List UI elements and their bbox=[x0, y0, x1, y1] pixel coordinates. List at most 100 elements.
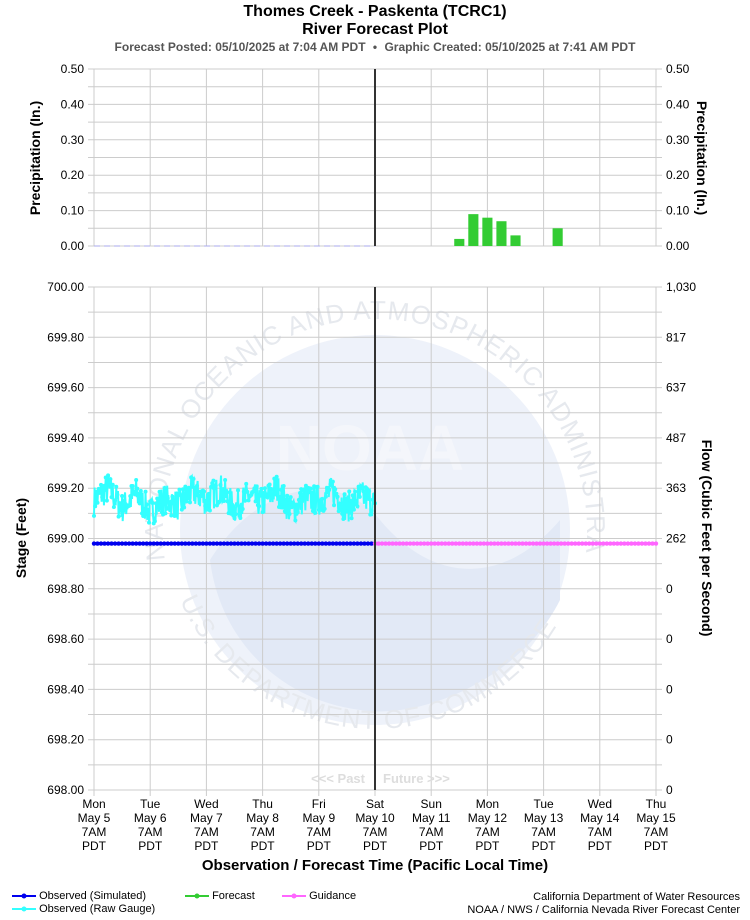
stage-left-tick-label: 699.60 bbox=[47, 381, 84, 395]
observed-raw-point bbox=[227, 490, 232, 495]
precip-left-tick-label: 0.50 bbox=[61, 62, 85, 76]
observed-raw-point bbox=[117, 501, 122, 506]
x-tick-day: Tue bbox=[533, 797, 554, 811]
observed-raw-point bbox=[178, 493, 183, 498]
guidance-point bbox=[474, 541, 480, 546]
observed-simulated-point bbox=[112, 541, 118, 546]
observed-raw-point bbox=[157, 489, 162, 494]
observed-simulated-point bbox=[105, 541, 111, 546]
x-tick-time: 7AM bbox=[587, 825, 612, 839]
observed-raw-point bbox=[309, 490, 314, 495]
chart-marks bbox=[91, 69, 659, 790]
graphic-created: Graphic Created: 05/10/2025 at 7:41 AM P… bbox=[384, 40, 636, 54]
guidance-point bbox=[551, 541, 557, 546]
noaa-watermark: NOAANATIONAL OCEANIC AND ATMOSPHERIC ADM… bbox=[0, 0, 610, 735]
legend-forecast-icon bbox=[185, 893, 209, 899]
observed-raw-point bbox=[368, 512, 373, 517]
guidance-point bbox=[530, 541, 536, 546]
x-tick-date: May 9 bbox=[302, 811, 335, 825]
x-tick-date: May 11 bbox=[412, 811, 451, 825]
x-tick-tz: PDT bbox=[82, 839, 107, 853]
observed-simulated-point bbox=[197, 541, 202, 546]
observed-raw-point bbox=[120, 493, 125, 498]
observed-raw-point bbox=[142, 513, 147, 518]
observed-simulated-point bbox=[281, 541, 286, 546]
observed-raw-point bbox=[94, 489, 99, 494]
observed-raw-point bbox=[341, 516, 346, 521]
guidance-point bbox=[386, 541, 392, 546]
observed-raw-point bbox=[97, 487, 102, 492]
observed-simulated-point bbox=[302, 541, 307, 546]
observed-simulated-point bbox=[102, 541, 107, 546]
observed-raw-point bbox=[109, 495, 114, 500]
legend-observed-simulated-icon bbox=[12, 893, 36, 899]
observed-simulated-point bbox=[334, 541, 339, 546]
observed-simulated-point bbox=[249, 541, 255, 546]
guidance-point bbox=[653, 541, 659, 546]
observed-simulated-point bbox=[193, 541, 199, 546]
stage-left-tick-label: 698.20 bbox=[47, 733, 84, 747]
legend-observed-simulated: Observed (Simulated) bbox=[39, 890, 147, 902]
observed-simulated-point bbox=[200, 541, 206, 546]
observed-raw-point bbox=[238, 516, 243, 521]
observed-simulated-point bbox=[221, 541, 227, 546]
observed-raw-point bbox=[137, 501, 142, 506]
observed-raw-point bbox=[107, 483, 112, 488]
observed-simulated-point bbox=[158, 541, 163, 546]
observed-raw-point bbox=[347, 489, 352, 494]
guidance-point bbox=[590, 541, 595, 546]
observed-raw-point bbox=[135, 486, 140, 491]
observed-raw-point bbox=[225, 499, 230, 504]
observed-raw-point bbox=[138, 489, 143, 494]
guidance-point bbox=[587, 541, 592, 546]
observed-simulated-point bbox=[313, 541, 318, 546]
observed-raw-point bbox=[253, 499, 258, 504]
observed-raw-point bbox=[315, 484, 320, 489]
observed-simulated-point bbox=[369, 541, 374, 546]
observed-raw-point bbox=[143, 489, 148, 494]
observed-simulated-point bbox=[95, 541, 100, 546]
observed-simulated-point bbox=[270, 541, 276, 546]
guidance-point bbox=[390, 541, 395, 546]
observed-raw-point bbox=[144, 502, 149, 507]
x-tick-day: Sun bbox=[421, 797, 442, 811]
x-tick-time: 7AM bbox=[306, 825, 331, 839]
guidance-point bbox=[460, 541, 466, 546]
observed-raw-point bbox=[337, 501, 342, 506]
guidance-point bbox=[516, 541, 522, 546]
guidance-point bbox=[650, 541, 655, 546]
observed-raw-point bbox=[114, 484, 119, 489]
x-tick-tz: PDT bbox=[363, 839, 388, 853]
observed-raw-point bbox=[170, 494, 175, 499]
observed-raw-point bbox=[330, 479, 335, 484]
credit-dwr: California Department of Water Resources bbox=[533, 891, 740, 903]
observed-raw-point bbox=[113, 498, 118, 503]
precip-forecast-bar bbox=[496, 221, 507, 246]
observed-raw-point bbox=[209, 484, 214, 489]
observed-simulated-point bbox=[211, 541, 216, 546]
observed-raw-point bbox=[300, 492, 305, 497]
guidance-point bbox=[393, 541, 399, 546]
observed-raw-point bbox=[184, 499, 189, 504]
stage-left-tick-label: 699.00 bbox=[47, 532, 84, 546]
observed-simulated-point bbox=[225, 541, 230, 546]
precip-right-tick-label: 0.10 bbox=[666, 204, 690, 218]
precip-left-tick-label: 0.30 bbox=[61, 133, 85, 147]
x-tick-time: 7AM bbox=[531, 825, 556, 839]
observed-simulated-point bbox=[186, 541, 192, 546]
observed-simulated-point bbox=[330, 541, 336, 546]
stage-right-tick-label: 363 bbox=[666, 481, 686, 495]
guidance-point bbox=[565, 541, 571, 546]
observed-simulated-point bbox=[119, 541, 125, 546]
observed-raw-point bbox=[150, 500, 155, 505]
guidance-point bbox=[562, 541, 567, 546]
observed-raw-point bbox=[262, 486, 267, 491]
x-tick-date: May 14 bbox=[580, 811, 620, 825]
observed-raw-point bbox=[362, 489, 367, 494]
observed-raw-point bbox=[269, 494, 274, 499]
axis-labels: 0.00 0.00 0.10 0.10 0.20 0.20 0.30 0.30 0.40 0.40… bbox=[13, 62, 715, 874]
guidance-point bbox=[537, 541, 543, 546]
observed-raw-point bbox=[295, 510, 300, 515]
observed-simulated-point bbox=[155, 541, 160, 546]
observed-simulated-point bbox=[140, 541, 146, 546]
